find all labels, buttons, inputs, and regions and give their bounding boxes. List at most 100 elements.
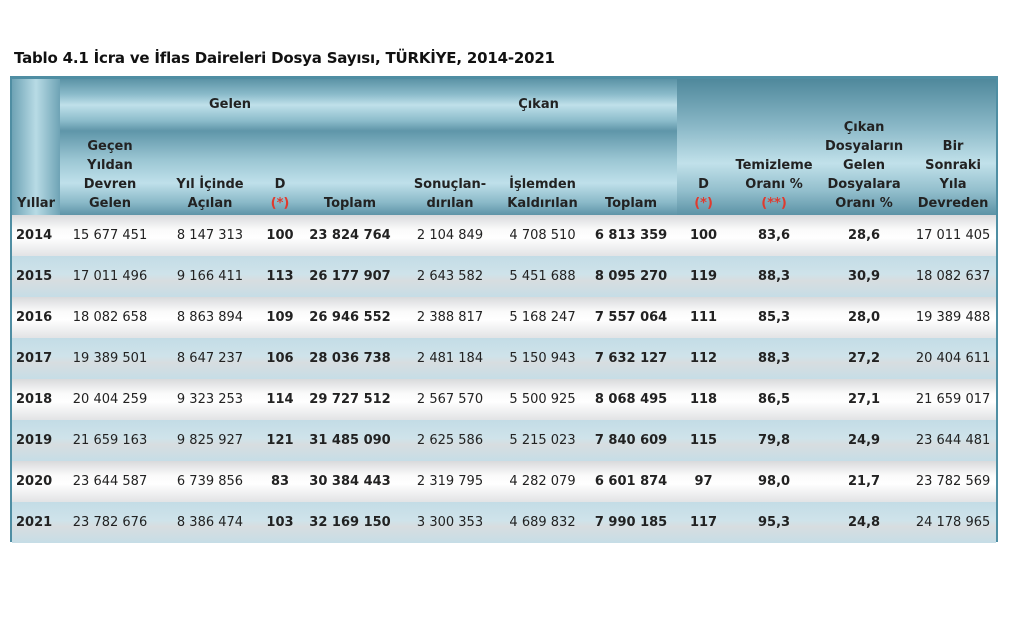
header-temizleme-note: (**)	[761, 196, 787, 211]
cell-gecen-yildan: 18 082 658	[60, 297, 160, 338]
cell-cikan-orani: 27,2	[818, 338, 911, 379]
cell-toplam2: 6 601 874	[585, 461, 678, 502]
cell-gecen-yildan: 21 659 163	[60, 420, 160, 461]
cell-d1: 103	[260, 502, 300, 543]
cell-d1: 113	[260, 256, 300, 297]
cell-islemden: 4 689 832	[500, 502, 586, 543]
cell-cikan-orani: 24,8	[818, 502, 911, 543]
header-toplam1: Toplam	[300, 131, 401, 215]
cell-islemden: 5 500 925	[500, 379, 586, 420]
cell-toplam1: 26 177 907	[300, 256, 401, 297]
cell-d2: 97	[677, 461, 731, 502]
cell-yil-icinde: 9 166 411	[160, 256, 260, 297]
cell-gecen-yildan: 19 389 501	[60, 338, 160, 379]
cell-gecen-yildan: 23 782 676	[60, 502, 160, 543]
cell-cikan-orani: 28,6	[818, 215, 911, 256]
cell-toplam1: 29 727 512	[300, 379, 401, 420]
cell-d2: 117	[677, 502, 731, 543]
table-row: 2019 21 659 163 9 825 927 121 31 485 090 2 62…	[12, 420, 997, 461]
cell-bir-sonraki: 23 782 569	[910, 461, 997, 502]
cell-d1: 83	[260, 461, 300, 502]
cell-temizleme: 85,3	[730, 297, 819, 338]
cell-yil-icinde: 6 739 856	[160, 461, 260, 502]
cell-sonuclandirilan: 2 104 849	[400, 215, 501, 256]
cell-bir-sonraki: 20 404 611	[910, 338, 997, 379]
cell-d1: 121	[260, 420, 300, 461]
cell-gecen-yildan: 23 644 587	[60, 461, 160, 502]
cell-yil-icinde: 8 147 313	[160, 215, 260, 256]
cell-d2: 100	[677, 215, 731, 256]
cell-sonuclandirilan: 2 388 817	[400, 297, 501, 338]
cell-toplam1: 23 824 764	[300, 215, 401, 256]
cell-toplam1: 26 946 552	[300, 297, 401, 338]
cell-year: 2019	[12, 420, 60, 461]
cell-islemden: 5 168 247	[500, 297, 586, 338]
cell-bir-sonraki: 18 082 637	[910, 256, 997, 297]
header-yil-icinde: Yıl İçinde Açılan	[160, 131, 260, 215]
cell-yil-icinde: 8 863 894	[160, 297, 260, 338]
cell-toplam2: 7 840 609	[585, 420, 678, 461]
cell-temizleme: 83,6	[730, 215, 819, 256]
cell-cikan-orani: 21,7	[818, 461, 911, 502]
cell-year: 2015	[12, 256, 60, 297]
table-body: 2014 15 677 451 8 147 313 100 23 824 764 2 10…	[12, 215, 997, 543]
cell-year: 2018	[12, 379, 60, 420]
cell-sonuclandirilan: 2 625 586	[400, 420, 501, 461]
cell-year: 2020	[12, 461, 60, 502]
cell-gecen-yildan: 17 011 496	[60, 256, 160, 297]
header-d2-label: D	[698, 177, 709, 192]
table-title: Tablo 4.1 İcra ve İflas Daireleri Dosya …	[14, 49, 555, 67]
cell-cikan-orani: 30,9	[818, 256, 911, 297]
cell-islemden: 5 451 688	[500, 256, 586, 297]
header-d2: D (*)	[677, 79, 731, 215]
cell-toplam2: 7 557 064	[585, 297, 678, 338]
cell-toplam1: 32 169 150	[300, 502, 401, 543]
cell-toplam2: 6 813 359	[585, 215, 678, 256]
cell-d2: 118	[677, 379, 731, 420]
cell-year: 2016	[12, 297, 60, 338]
cell-d1: 109	[260, 297, 300, 338]
header-cikan-orani: Çıkan Dosyaların Gelen Dosyalara Oranı %	[818, 79, 911, 215]
cell-sonuclandirilan: 3 300 353	[400, 502, 501, 543]
cell-year: 2021	[12, 502, 60, 543]
table-row: 2017 19 389 501 8 647 237 106 28 036 738 2 48…	[12, 338, 997, 379]
cell-temizleme: 95,3	[730, 502, 819, 543]
cell-bir-sonraki: 24 178 965	[910, 502, 997, 543]
cell-bir-sonraki: 17 011 405	[910, 215, 997, 256]
header-yillar: Yıllar	[12, 79, 60, 215]
cell-sonuclandirilan: 2 481 184	[400, 338, 501, 379]
cell-islemden: 4 708 510	[500, 215, 586, 256]
cell-toplam2: 8 095 270	[585, 256, 678, 297]
header-islemden: İşlemden Kaldırılan	[500, 131, 586, 215]
header-temizleme: Temizleme Oranı % (**)	[730, 79, 819, 215]
table-row: 2015 17 011 496 9 166 411 113 26 177 907 2 64…	[12, 256, 997, 297]
statistics-table: Yıllar Gelen Çıkan D (*) Temizleme Oranı …	[10, 76, 998, 543]
header-d1-note: (*)	[270, 196, 290, 211]
table-row: 2020 23 644 587 6 739 856 83 30 384 443 2 319…	[12, 461, 997, 502]
header-bir-sonraki: Bir Sonraki Yıla Devreden	[910, 79, 997, 215]
cell-d2: 119	[677, 256, 731, 297]
cell-d1: 106	[260, 338, 300, 379]
header-d1-label: D	[274, 177, 286, 192]
header-d2-note: (*)	[694, 196, 713, 211]
header-cikan-group: Çıkan	[400, 79, 678, 131]
cell-temizleme: 98,0	[730, 461, 819, 502]
cell-bir-sonraki: 21 659 017	[910, 379, 997, 420]
header-gelen-group: Gelen	[60, 79, 401, 131]
cell-gecen-yildan: 20 404 259	[60, 379, 160, 420]
cell-temizleme: 79,8	[730, 420, 819, 461]
cell-cikan-orani: 28,0	[818, 297, 911, 338]
cell-temizleme: 88,3	[730, 338, 819, 379]
cell-sonuclandirilan: 2 319 795	[400, 461, 501, 502]
cell-toplam1: 30 384 443	[300, 461, 401, 502]
cell-cikan-orani: 24,9	[818, 420, 911, 461]
cell-d2: 112	[677, 338, 731, 379]
cell-temizleme: 86,5	[730, 379, 819, 420]
cell-year: 2014	[12, 215, 60, 256]
cell-bir-sonraki: 23 644 481	[910, 420, 997, 461]
cell-sonuclandirilan: 2 643 582	[400, 256, 501, 297]
cell-yil-icinde: 8 647 237	[160, 338, 260, 379]
cell-d1: 100	[260, 215, 300, 256]
table-row: 2016 18 082 658 8 863 894 109 26 946 552 2 38…	[12, 297, 997, 338]
header-d1: D (*)	[260, 131, 300, 215]
